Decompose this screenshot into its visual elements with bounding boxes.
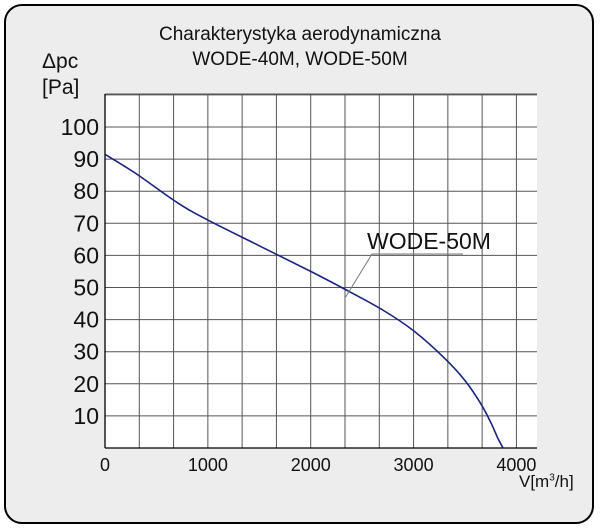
- chart-subtitle: WODE-40M, WODE-50M: [192, 49, 408, 70]
- x-tick-label-3000: 3000: [394, 455, 434, 475]
- x-axis-label-main: V[m: [519, 472, 550, 491]
- y-axis-label: Δpc: [42, 50, 79, 73]
- x-tick-label-0: 0: [100, 455, 110, 475]
- annotation-leader: [345, 253, 463, 298]
- y-tick-label-60: 60: [73, 242, 99, 268]
- y-tick-label-20: 20: [73, 371, 99, 397]
- x-tick-label-2000: 2000: [291, 455, 331, 475]
- chart-title: Charakterystyka aerodynamiczna: [159, 24, 441, 45]
- x-axis-label: V[m3/h]: [519, 472, 574, 492]
- y-tick-label-30: 30: [73, 339, 99, 365]
- x-axis-label-end: /h]: [554, 472, 574, 491]
- y-tick-label-50: 50: [73, 275, 99, 301]
- y-tick-label-70: 70: [73, 210, 99, 236]
- y-tick-label-40: 40: [73, 307, 99, 333]
- y-tick-label-90: 90: [73, 146, 99, 172]
- plot-background: [105, 94, 537, 448]
- y-axis-unit: [Pa]: [42, 76, 80, 99]
- annotation-label: WODE-50M: [367, 228, 491, 254]
- y-tick-label-100: 100: [61, 114, 99, 140]
- x-axis-label-sup: 3: [549, 472, 555, 484]
- series-line-0: [104, 153, 504, 449]
- x-tick-label-4000: 4000: [496, 455, 536, 475]
- y-tick-label-10: 10: [73, 403, 99, 429]
- x-tick-label-1000: 1000: [188, 455, 228, 475]
- y-tick-label-80: 80: [73, 178, 99, 204]
